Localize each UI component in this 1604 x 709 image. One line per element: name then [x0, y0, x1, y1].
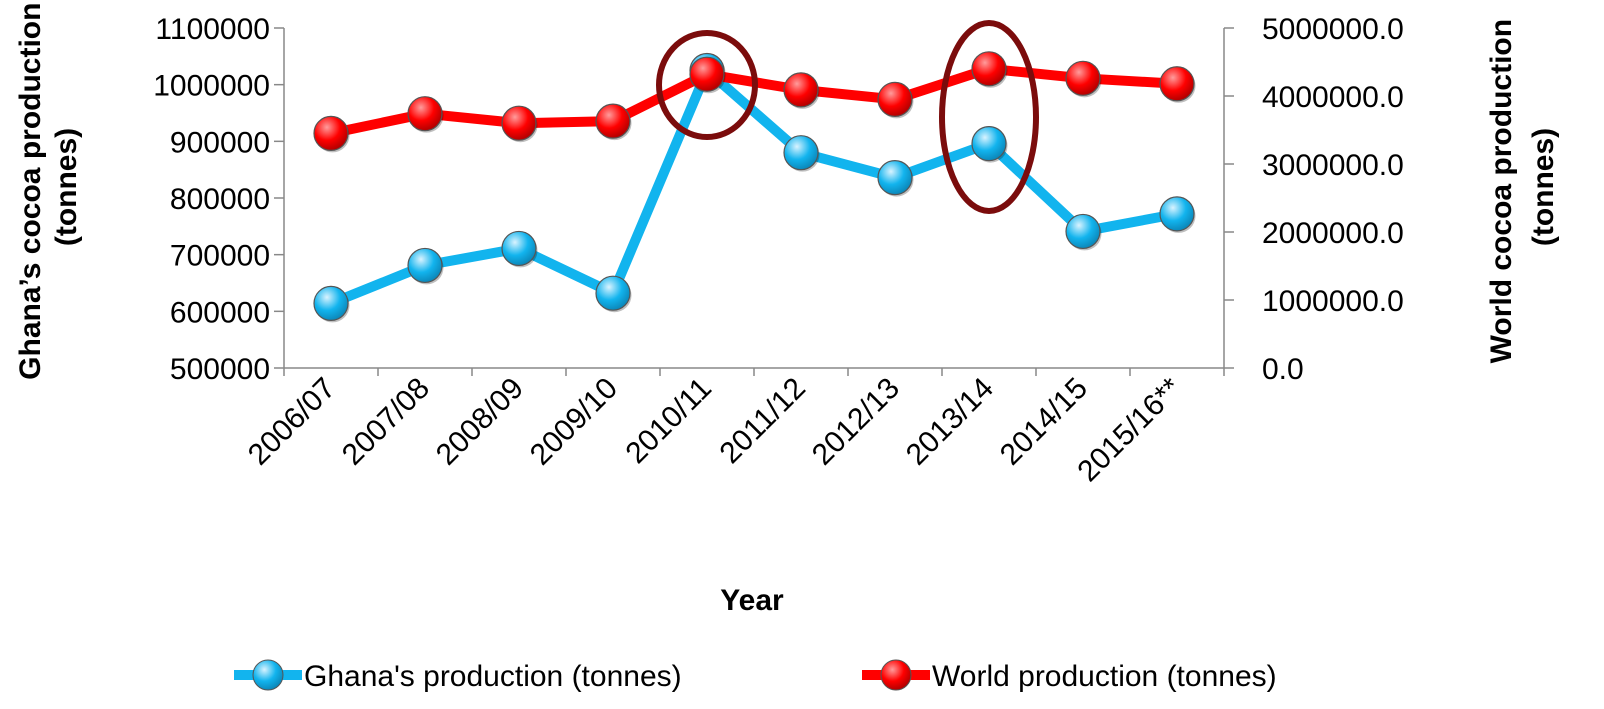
y-right-tick-label: 1000000.0 [1262, 285, 1404, 318]
legend-label: World production (tonnes) [932, 660, 1277, 693]
y-right-tick-label: 4000000.0 [1262, 81, 1404, 114]
y-left-tick-label: 700000 [170, 240, 270, 273]
y-right-tick-label: 2000000.0 [1262, 217, 1404, 250]
x-tick-label: 2008/09 [430, 372, 530, 472]
highlight-ellipse [939, 20, 1039, 214]
data-point-world [1065, 60, 1101, 96]
x-tick-label: 2010/11 [620, 372, 718, 470]
data-point-world [783, 72, 819, 108]
data-point-ghana [1159, 196, 1195, 232]
data-point-ghana [407, 247, 443, 284]
y-left-tick-label: 1000000 [153, 70, 270, 103]
highlight-circle [656, 30, 758, 140]
x-tick-label: 2007/08 [336, 372, 436, 472]
legend: Ghana's production (tonnes) World product… [234, 659, 1277, 693]
data-point-world [595, 103, 631, 139]
data-point-world [1159, 66, 1195, 102]
legend-swatch-marker [252, 659, 284, 691]
data-point-world [407, 96, 443, 132]
data-point-ghana [313, 285, 349, 321]
data-point-world [501, 105, 537, 141]
y-right-tick-label: 5000000.0 [1262, 13, 1404, 46]
x-tick-label: 2015/16** [1071, 371, 1188, 488]
data-point-ghana [1065, 213, 1101, 250]
y-left-tick-label: 500000 [170, 353, 270, 386]
y-right-tick-label: 3000000.0 [1262, 149, 1404, 182]
y-axis-left-title-line-2: (tonnes) [50, 128, 83, 246]
data-point-ghana [971, 126, 1007, 162]
data-point-world [877, 81, 913, 118]
x-tick-label: 2012/13 [806, 372, 906, 472]
series-line-ghana [329, 65, 1178, 309]
annotations [656, 20, 1039, 214]
x-axis-title: Year [720, 584, 784, 617]
y-axis-left-title-line-1: Ghana’s cocoa production [14, 3, 47, 380]
data-point-world [689, 56, 725, 92]
x-tick-label: 2013/14 [900, 372, 1000, 472]
y-left-tick-label: 600000 [170, 296, 270, 329]
legend-label: Ghana's production (tonnes) [304, 660, 682, 693]
data-point-ghana [595, 275, 631, 311]
y-left-tick-label: 800000 [170, 183, 270, 216]
x-tick-label: 2006/07 [242, 372, 342, 472]
x-tick-label: 2011/12 [714, 372, 812, 470]
y-axis-left-title: Ghana’s cocoa production (tonnes) [14, 0, 83, 380]
y-axis-right-title: World cocoa production (tonnes) [1485, 11, 1560, 364]
data-point-world [971, 51, 1007, 87]
data-point-ghana [501, 230, 537, 267]
data-point-world [313, 115, 349, 151]
y-left-tick-label: 900000 [170, 126, 270, 159]
y-right-tick-label: 0.0 [1262, 353, 1304, 386]
y-axis-right-title-line-2: (tonnes) [1527, 128, 1560, 246]
y-left-tick-label: 1100000 [155, 13, 270, 46]
data-point-ghana [877, 160, 913, 196]
plot-area [313, 51, 1196, 323]
y-axis-right-title-line-1: World cocoa production [1485, 19, 1518, 363]
data-point-ghana [783, 135, 819, 171]
legend-swatch-marker [880, 659, 912, 691]
x-tick-label: 2009/10 [524, 372, 624, 472]
